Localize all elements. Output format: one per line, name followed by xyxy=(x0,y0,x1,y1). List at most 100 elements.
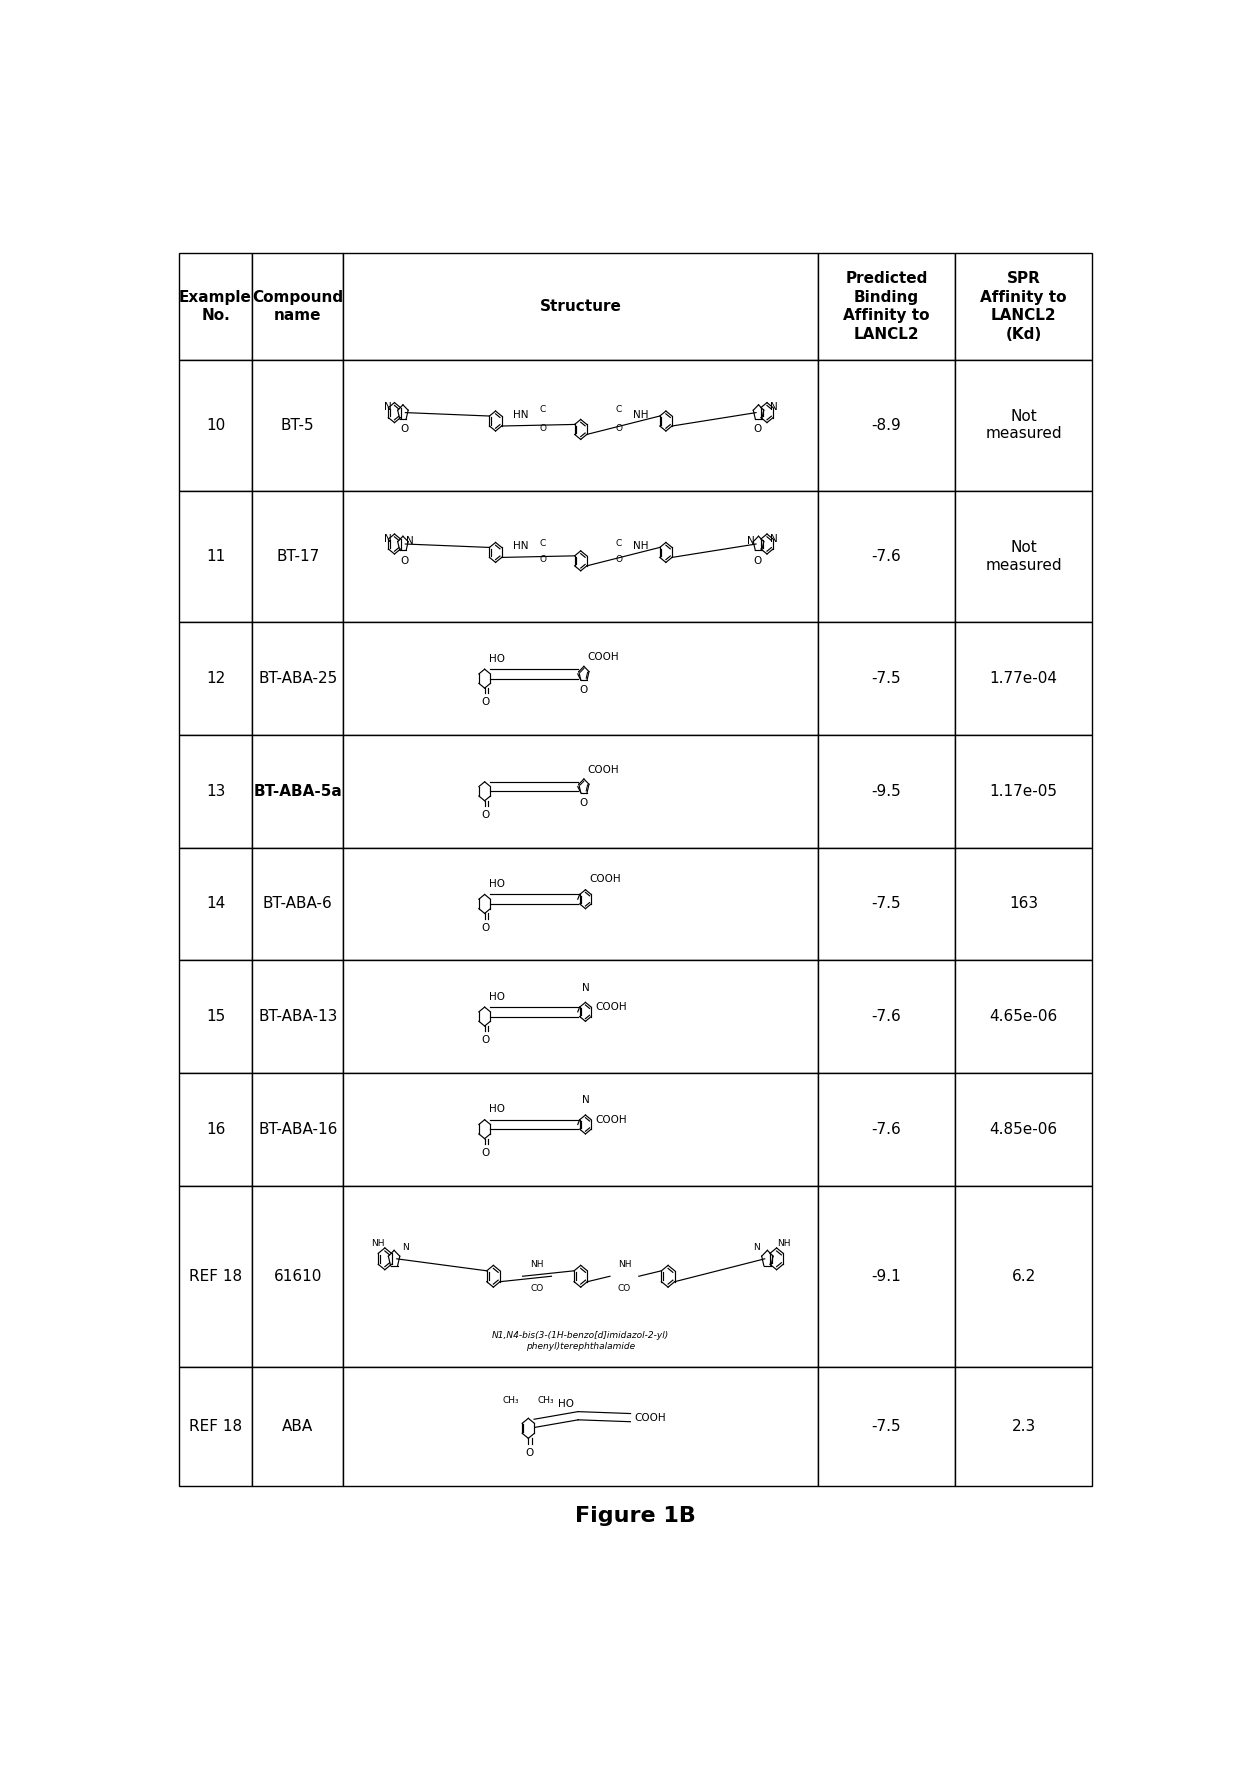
Bar xyxy=(955,1367,1092,1486)
Bar xyxy=(179,847,252,961)
Bar xyxy=(955,1185,1092,1367)
Text: N: N xyxy=(384,403,392,412)
Text: HO: HO xyxy=(490,992,506,1001)
Bar xyxy=(818,961,955,1072)
Text: O: O xyxy=(615,425,622,433)
Text: O: O xyxy=(481,810,490,821)
Bar xyxy=(343,492,818,623)
Text: 16: 16 xyxy=(206,1122,226,1137)
Text: 13: 13 xyxy=(206,784,226,800)
Text: 1.17e-05: 1.17e-05 xyxy=(990,784,1058,800)
Text: COOH: COOH xyxy=(589,874,621,884)
Text: O: O xyxy=(401,555,408,566)
Text: -7.6: -7.6 xyxy=(872,1122,901,1137)
Text: O: O xyxy=(481,697,490,708)
Text: Predicted
Binding
Affinity to
LANCL2: Predicted Binding Affinity to LANCL2 xyxy=(843,271,930,341)
Text: Compound
name: Compound name xyxy=(252,290,343,324)
Text: O: O xyxy=(481,1148,490,1159)
Bar xyxy=(252,847,343,961)
Bar xyxy=(818,623,955,734)
Text: COOH: COOH xyxy=(595,1001,626,1012)
Text: -7.5: -7.5 xyxy=(872,670,901,686)
Text: 10: 10 xyxy=(206,417,226,433)
Text: -7.6: -7.6 xyxy=(872,1008,901,1024)
Text: C: C xyxy=(539,540,546,548)
Text: -7.5: -7.5 xyxy=(872,897,901,911)
Bar xyxy=(955,961,1092,1072)
Text: C: C xyxy=(615,405,621,414)
Text: N: N xyxy=(582,1095,589,1106)
Bar xyxy=(252,961,343,1072)
Text: -7.5: -7.5 xyxy=(872,1419,901,1435)
Text: Structure: Structure xyxy=(539,299,621,313)
Text: NH: NH xyxy=(632,410,649,419)
Text: HO: HO xyxy=(490,879,506,890)
Bar xyxy=(343,1367,818,1486)
Bar xyxy=(818,734,955,847)
Text: 4.85e-06: 4.85e-06 xyxy=(990,1122,1058,1137)
Bar xyxy=(179,253,252,359)
Bar xyxy=(252,359,343,492)
Text: 12: 12 xyxy=(206,670,226,686)
Bar xyxy=(343,961,818,1072)
Text: 6.2: 6.2 xyxy=(1012,1268,1035,1284)
Text: O: O xyxy=(539,555,547,564)
Bar xyxy=(818,1072,955,1185)
Bar xyxy=(343,734,818,847)
Bar xyxy=(343,1185,818,1367)
Bar xyxy=(343,1072,818,1185)
Bar xyxy=(179,734,252,847)
Text: Figure 1B: Figure 1B xyxy=(575,1505,696,1527)
Bar xyxy=(252,1185,343,1367)
Text: HN: HN xyxy=(513,541,528,552)
Text: ABA: ABA xyxy=(281,1419,314,1435)
Bar xyxy=(343,847,818,961)
Bar xyxy=(818,359,955,492)
Text: HO: HO xyxy=(490,655,506,663)
Text: CO: CO xyxy=(531,1284,543,1293)
Text: NH: NH xyxy=(371,1238,384,1247)
Text: NH: NH xyxy=(632,541,649,552)
Text: CO: CO xyxy=(618,1284,631,1293)
Text: N: N xyxy=(402,1244,408,1252)
Bar xyxy=(955,359,1092,492)
Text: -8.9: -8.9 xyxy=(872,417,901,433)
Text: BT-17: BT-17 xyxy=(277,548,320,564)
Text: 61610: 61610 xyxy=(274,1268,322,1284)
Text: O: O xyxy=(615,555,622,564)
Text: N: N xyxy=(384,534,392,543)
Text: 1.77e-04: 1.77e-04 xyxy=(990,670,1058,686)
Bar xyxy=(252,1367,343,1486)
Text: O: O xyxy=(481,1035,490,1045)
Text: 4.65e-06: 4.65e-06 xyxy=(990,1008,1058,1024)
Text: O: O xyxy=(401,425,408,435)
Bar xyxy=(179,492,252,623)
Text: 163: 163 xyxy=(1009,897,1038,911)
Text: N: N xyxy=(407,536,414,547)
Text: 2.3: 2.3 xyxy=(1012,1419,1035,1435)
Text: COOH: COOH xyxy=(635,1413,666,1422)
Text: BT-ABA-6: BT-ABA-6 xyxy=(263,897,332,911)
Bar xyxy=(252,734,343,847)
Bar xyxy=(818,847,955,961)
Text: COOH: COOH xyxy=(595,1114,626,1125)
Text: HO: HO xyxy=(558,1399,574,1408)
Text: N1,N4-bis(3-(1H-benzo[d]imidazol-2-yl)
phenyl)terephthalamide: N1,N4-bis(3-(1H-benzo[d]imidazol-2-yl) p… xyxy=(492,1332,670,1352)
Bar xyxy=(818,1185,955,1367)
Text: Example
No.: Example No. xyxy=(179,290,252,324)
Text: O: O xyxy=(481,923,490,932)
Text: -9.1: -9.1 xyxy=(872,1268,901,1284)
Text: N: N xyxy=(770,403,777,412)
Bar xyxy=(955,253,1092,359)
Text: SPR
Affinity to
LANCL2
(Kd): SPR Affinity to LANCL2 (Kd) xyxy=(981,271,1066,341)
Text: BT-ABA-5a: BT-ABA-5a xyxy=(253,784,342,800)
Text: BT-ABA-13: BT-ABA-13 xyxy=(258,1008,337,1024)
Text: C: C xyxy=(615,540,621,548)
Text: O: O xyxy=(539,425,547,433)
Text: N: N xyxy=(753,1244,760,1252)
Text: 15: 15 xyxy=(206,1008,226,1024)
Text: O: O xyxy=(753,425,761,435)
Bar xyxy=(179,1367,252,1486)
Text: 14: 14 xyxy=(206,897,226,911)
Text: O: O xyxy=(580,686,588,695)
